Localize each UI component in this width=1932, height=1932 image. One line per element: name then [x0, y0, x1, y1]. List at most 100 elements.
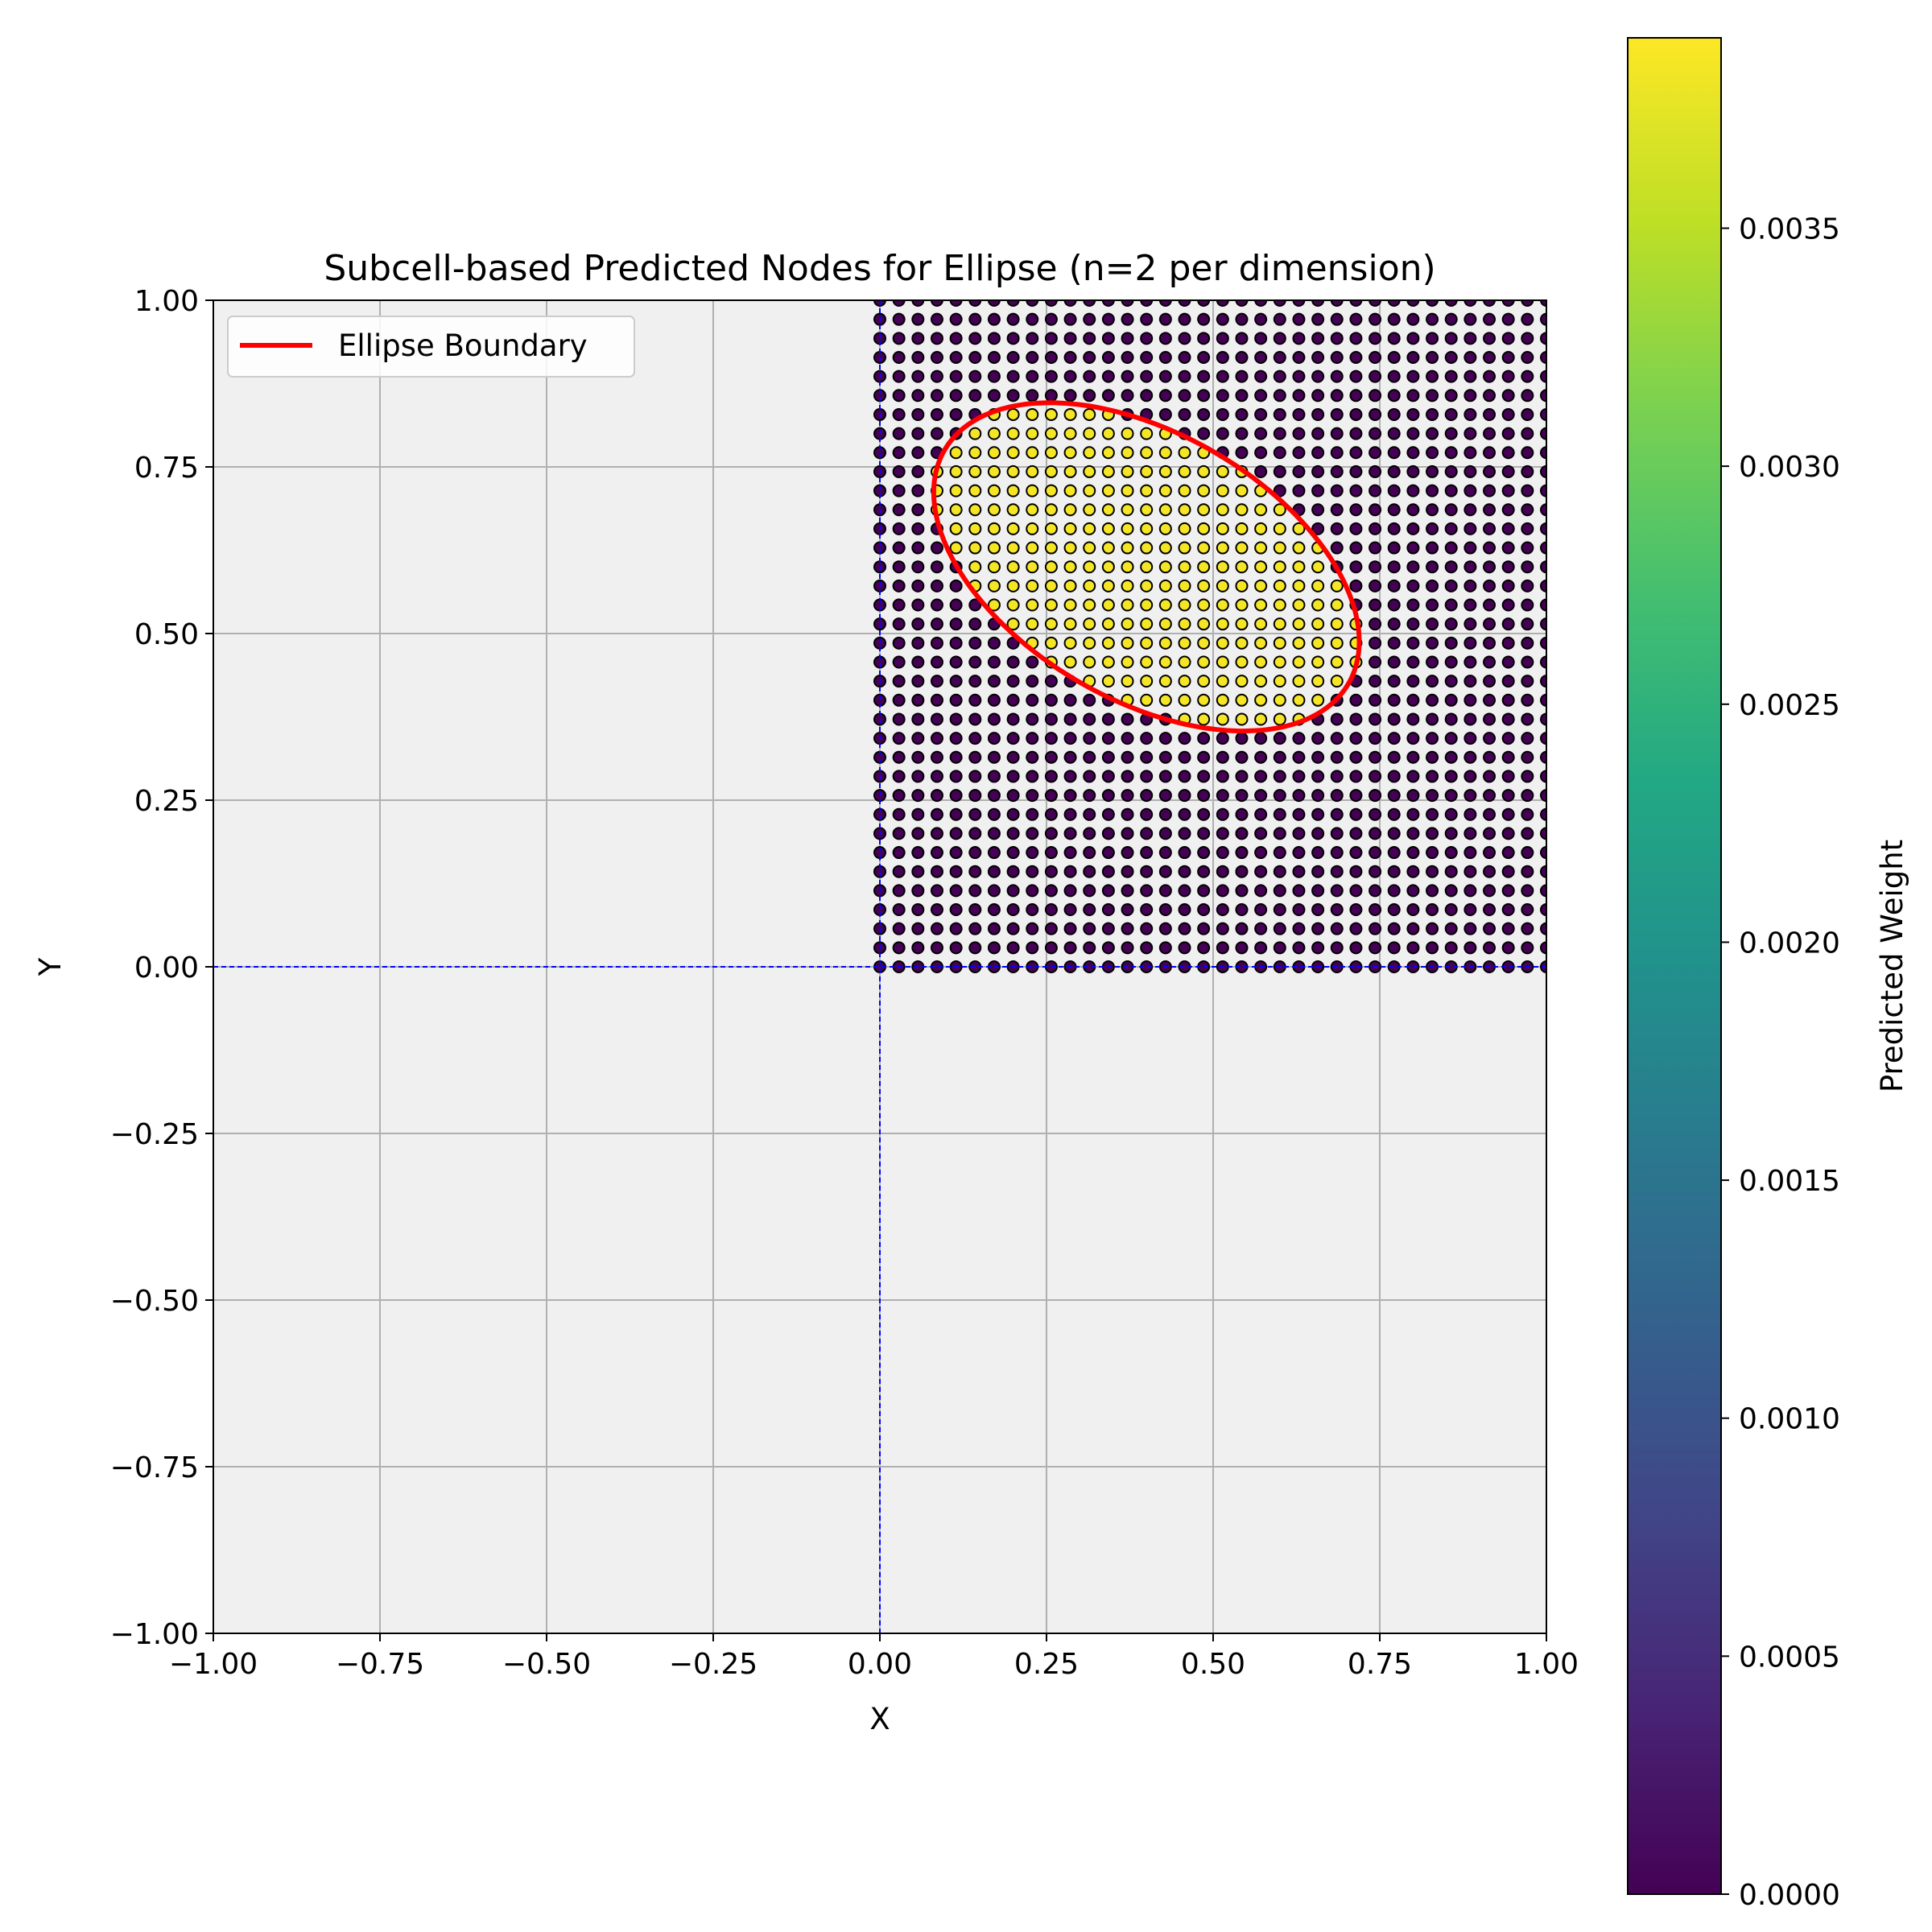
predicted-node	[1406, 427, 1420, 440]
predicted-node	[1292, 922, 1306, 935]
predicted-node	[1197, 617, 1211, 631]
predicted-node	[1063, 332, 1077, 345]
predicted-node	[1387, 884, 1401, 898]
predicted-node	[968, 941, 982, 955]
predicted-node	[949, 503, 963, 517]
predicted-node	[1006, 922, 1020, 935]
predicted-node	[1406, 732, 1420, 745]
predicted-node	[949, 407, 963, 421]
predicted-node	[1026, 712, 1039, 726]
predicted-node	[1121, 332, 1134, 345]
predicted-node	[930, 427, 943, 440]
predicted-node	[930, 560, 943, 574]
predicted-node	[911, 312, 925, 326]
predicted-node	[1254, 903, 1268, 917]
predicted-node	[1026, 300, 1039, 307]
predicted-node	[1026, 446, 1039, 460]
predicted-node	[1463, 903, 1477, 917]
predicted-node	[1463, 655, 1477, 669]
predicted-node	[1083, 827, 1096, 840]
predicted-node	[930, 350, 943, 364]
x-tick-label: −1.00	[169, 1648, 258, 1681]
predicted-node	[1178, 693, 1191, 707]
predicted-node	[1387, 750, 1401, 764]
predicted-node	[911, 300, 925, 307]
predicted-node	[968, 598, 982, 612]
predicted-node	[892, 655, 906, 669]
predicted-node	[1235, 941, 1249, 955]
predicted-node	[1140, 884, 1154, 898]
predicted-node	[1311, 693, 1325, 707]
predicted-node	[1501, 636, 1515, 650]
predicted-node	[1083, 389, 1096, 402]
predicted-node	[1330, 484, 1344, 497]
predicted-node	[1273, 617, 1286, 631]
predicted-node	[1406, 446, 1420, 460]
predicted-node	[1368, 464, 1382, 478]
predicted-node	[1083, 865, 1096, 878]
predicted-node	[1254, 636, 1268, 650]
predicted-node	[911, 522, 925, 535]
predicted-node	[1292, 427, 1306, 440]
predicted-node	[1349, 369, 1363, 383]
predicted-node	[1387, 350, 1401, 364]
predicted-node	[987, 846, 1001, 860]
predicted-node	[1406, 617, 1420, 631]
predicted-node	[1101, 312, 1115, 326]
predicted-node	[930, 941, 943, 955]
predicted-node	[968, 446, 982, 460]
predicted-node	[1349, 903, 1363, 917]
predicted-node	[1368, 922, 1382, 935]
predicted-node	[1426, 750, 1439, 764]
predicted-node	[1044, 484, 1058, 497]
predicted-node	[1349, 865, 1363, 878]
predicted-node	[1330, 750, 1344, 764]
colorbar-gradient	[1627, 37, 1722, 1895]
predicted-node	[1292, 827, 1306, 840]
predicted-node	[1521, 827, 1534, 840]
predicted-node	[1140, 503, 1154, 517]
predicted-node	[911, 541, 925, 555]
predicted-node	[1140, 598, 1154, 612]
predicted-node	[949, 770, 963, 783]
predicted-node	[1006, 903, 1020, 917]
predicted-node	[1311, 922, 1325, 935]
predicted-node	[1483, 903, 1496, 917]
predicted-node	[1006, 675, 1020, 688]
predicted-node	[1121, 789, 1134, 803]
predicted-node	[1044, 350, 1058, 364]
predicted-node	[1387, 846, 1401, 860]
predicted-node	[1101, 903, 1115, 917]
predicted-node	[1463, 770, 1477, 783]
predicted-node	[1501, 732, 1515, 745]
predicted-node	[930, 389, 943, 402]
predicted-node	[1254, 579, 1268, 592]
predicted-node	[1483, 369, 1496, 383]
predicted-node	[1292, 655, 1306, 669]
predicted-node	[1349, 300, 1363, 307]
predicted-node	[892, 560, 906, 574]
predicted-node	[1292, 903, 1306, 917]
predicted-node	[1121, 541, 1134, 555]
predicted-node	[1444, 865, 1458, 878]
predicted-node	[1483, 350, 1496, 364]
predicted-node	[1235, 884, 1249, 898]
predicted-node	[1349, 464, 1363, 478]
predicted-node	[1158, 846, 1172, 860]
predicted-node	[1540, 484, 1546, 497]
predicted-node	[1463, 407, 1477, 421]
predicted-node	[1540, 884, 1546, 898]
predicted-node	[1540, 636, 1546, 650]
predicted-node	[1426, 846, 1439, 860]
predicted-node	[1540, 655, 1546, 669]
predicted-node	[1121, 427, 1134, 440]
predicted-node	[1311, 369, 1325, 383]
predicted-node	[1349, 389, 1363, 402]
predicted-node	[1158, 675, 1172, 688]
predicted-node	[987, 332, 1001, 345]
predicted-node	[1387, 655, 1401, 669]
predicted-node	[1101, 750, 1115, 764]
predicted-node	[911, 427, 925, 440]
predicted-node	[1044, 389, 1058, 402]
predicted-node	[1158, 770, 1172, 783]
